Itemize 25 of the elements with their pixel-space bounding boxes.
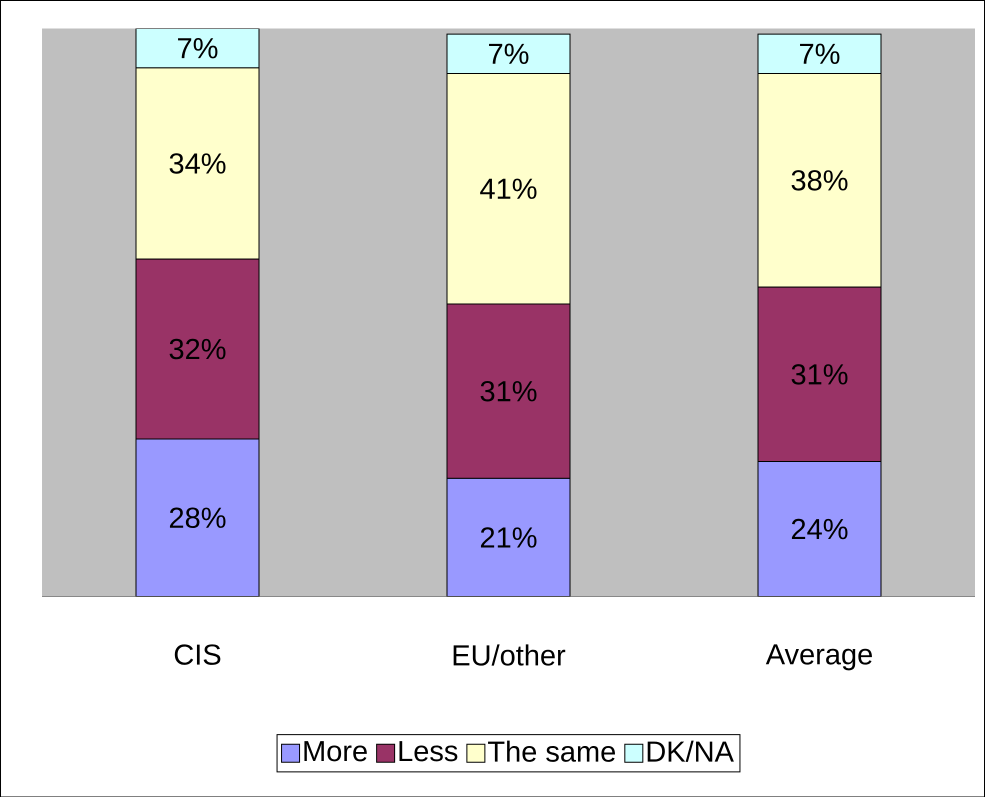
x-tick-label: CIS	[174, 644, 220, 665]
data-label: 41%	[480, 178, 536, 199]
data-label: 21%	[480, 526, 536, 548]
data-label: 32%	[170, 338, 226, 360]
data-label: 24%	[792, 518, 848, 539]
data-label: 31%	[480, 380, 536, 402]
data-label: 7%	[489, 43, 528, 64]
data-label: 28%	[170, 507, 226, 528]
legend-label: The same	[488, 740, 615, 762]
legend-label: More	[304, 740, 367, 762]
bar	[446, 478, 571, 596]
x-tick-label: EU/other	[454, 644, 566, 666]
bar	[758, 460, 882, 596]
data-label: 31%	[792, 364, 848, 384]
data-label: 34%	[170, 152, 226, 174]
data-label: 38%	[792, 170, 848, 190]
bar	[446, 33, 571, 74]
bar	[758, 33, 882, 74]
data-label: 7%	[800, 43, 840, 64]
legend-label: Less	[400, 740, 458, 762]
legend-label: DK/NA	[648, 740, 734, 762]
bar	[136, 28, 260, 68]
x-tick-label: Average	[766, 644, 872, 670]
bar	[136, 438, 260, 596]
data-label: 7%	[178, 38, 218, 58]
